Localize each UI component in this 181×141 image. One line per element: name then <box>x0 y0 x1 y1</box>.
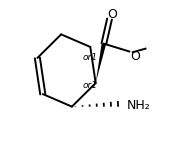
Text: NH₂: NH₂ <box>127 99 151 112</box>
Text: O: O <box>107 8 117 21</box>
Text: O: O <box>131 50 141 63</box>
Text: or1: or1 <box>83 53 98 62</box>
Polygon shape <box>96 43 106 83</box>
Text: or1: or1 <box>83 81 98 90</box>
